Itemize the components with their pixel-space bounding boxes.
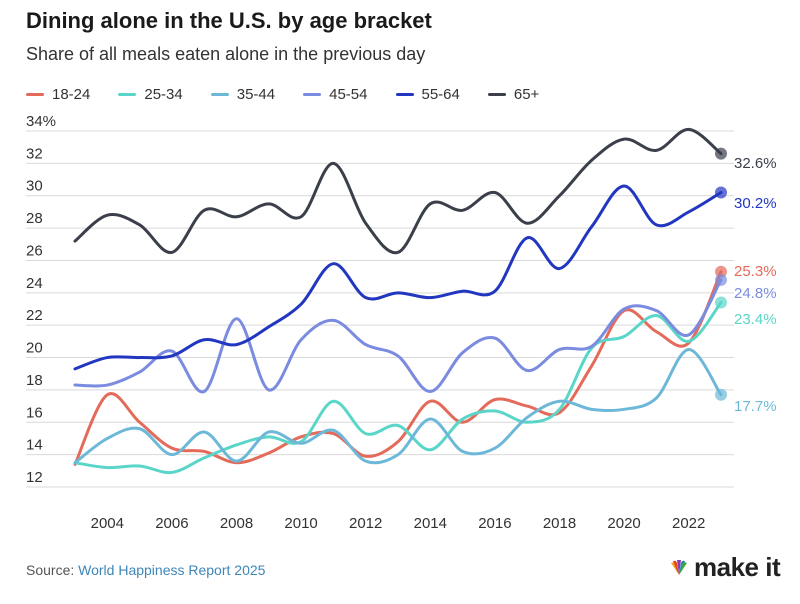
y-tick-label: 26: [26, 242, 43, 259]
x-tick-label: 2014: [414, 515, 447, 532]
legend-swatch: [303, 93, 322, 96]
y-tick-label: 32: [26, 145, 43, 162]
x-tick-label: 2020: [607, 515, 640, 532]
end-label-35-44: 17.7%: [734, 398, 777, 415]
y-tick-label: 12: [26, 469, 43, 486]
y-tick-label: 34%: [26, 113, 56, 130]
y-tick-label: 30: [26, 178, 43, 195]
legend-item-45-54: 45-54: [303, 86, 368, 103]
y-tick-label: 22: [26, 307, 43, 324]
peacock-icon: [671, 559, 687, 575]
x-tick-label: 2010: [284, 515, 317, 532]
x-tick-label: 2018: [543, 515, 576, 532]
end-label-65+: 32.6%: [734, 155, 777, 172]
legend: 18-24 25-34 35-44 45-54 55-64 65+: [26, 86, 567, 103]
legend-label: 45-54: [329, 86, 368, 103]
legend-label: 65+: [513, 86, 540, 103]
y-tick-label: 18: [26, 372, 43, 389]
source-credit: Source: World Happiness Report 2025: [26, 562, 265, 578]
series-line-65+: [73, 127, 723, 255]
legend-item-65+: 65+: [487, 86, 540, 103]
x-tick-label: 2008: [220, 515, 253, 532]
series-line-35-44: [73, 347, 723, 465]
series-line-55-64: [73, 184, 723, 371]
source-name: World Happiness Report 2025: [78, 562, 266, 578]
legend-label: 55-64: [421, 86, 460, 103]
end-marker-55-64: [715, 186, 727, 199]
end-marker-65+: [715, 147, 727, 160]
legend-swatch: [487, 93, 506, 96]
y-tick-label: 20: [26, 340, 43, 357]
legend-item-25-34: 25-34: [118, 86, 183, 103]
legend-label: 18-24: [52, 86, 91, 103]
legend-item-35-44: 35-44: [210, 86, 276, 103]
y-tick-label: 14: [26, 437, 43, 454]
legend-swatch: [210, 93, 229, 96]
end-label-25-34: 23.4%: [734, 311, 777, 328]
legend-swatch: [26, 93, 44, 96]
legend-swatch: [118, 93, 137, 96]
legend-swatch: [395, 93, 414, 96]
end-label-55-64: 30.2%: [734, 195, 777, 212]
x-tick-label: 2006: [155, 515, 188, 532]
legend-item-18-24: 18-24: [26, 86, 90, 103]
legend-item-55-64: 55-64: [395, 86, 460, 103]
legend-label: 35-44: [236, 86, 276, 103]
source-label: Source:: [26, 562, 75, 578]
end-label-18-24: 25.3%: [734, 263, 777, 280]
brand-name: make it: [694, 552, 781, 582]
chart-title: Dining alone in the U.S. by age bracket: [26, 8, 432, 33]
series-line-25-34: [73, 301, 723, 475]
x-tick-label: 2004: [91, 515, 124, 532]
x-tick-label: 2016: [478, 515, 511, 532]
end-marker-25-34: [715, 296, 727, 309]
x-tick-label: 2012: [349, 515, 382, 532]
end-marker-35-44: [715, 388, 727, 401]
series-line-18-24: [73, 270, 723, 466]
brand-logo: make it: [668, 552, 781, 583]
y-tick-label: 28: [26, 210, 43, 227]
x-tick-label: 2022: [672, 515, 705, 532]
y-tick-label: 24: [26, 275, 43, 292]
chart-subtitle: Share of all meals eaten alone in the pr…: [26, 44, 426, 64]
end-marker-45-54: [715, 273, 727, 286]
end-label-45-54: 24.8%: [734, 285, 777, 302]
y-tick-label: 16: [26, 404, 43, 421]
series-line-45-54: [73, 278, 723, 394]
legend-label: 25-34: [144, 86, 183, 103]
